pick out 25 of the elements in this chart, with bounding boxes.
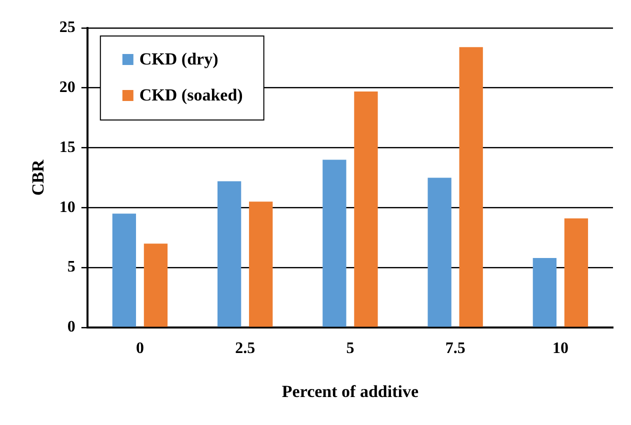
y-tick-label: 25 <box>59 19 76 36</box>
y-tick-label: 10 <box>59 198 76 216</box>
bar <box>322 160 346 327</box>
x-axis-title: Percent of additive <box>282 382 419 402</box>
x-tick-label: 0 <box>136 340 144 358</box>
y-tick-label: 5 <box>67 258 76 276</box>
bar <box>112 214 136 327</box>
y-tick-label: 0 <box>67 318 76 336</box>
bar <box>564 218 588 327</box>
y-axis-title: CBR <box>28 159 48 196</box>
bar <box>249 202 273 327</box>
bar <box>532 258 556 327</box>
bar <box>459 47 483 327</box>
bar <box>428 178 452 327</box>
x-tick-label: 7.5 <box>445 340 466 358</box>
x-tick-label: 2.5 <box>235 340 256 358</box>
bar <box>354 91 378 327</box>
y-tick-label: 15 <box>59 138 76 156</box>
bar <box>144 244 168 327</box>
x-tick-label: 5 <box>346 340 354 358</box>
legend-label: CKD (dry) <box>139 49 218 68</box>
legend-label: CKD (soaked) <box>139 85 243 104</box>
x-tick-label: 10 <box>552 340 568 358</box>
bar <box>217 181 242 327</box>
y-tick-label: 20 <box>59 79 76 96</box>
